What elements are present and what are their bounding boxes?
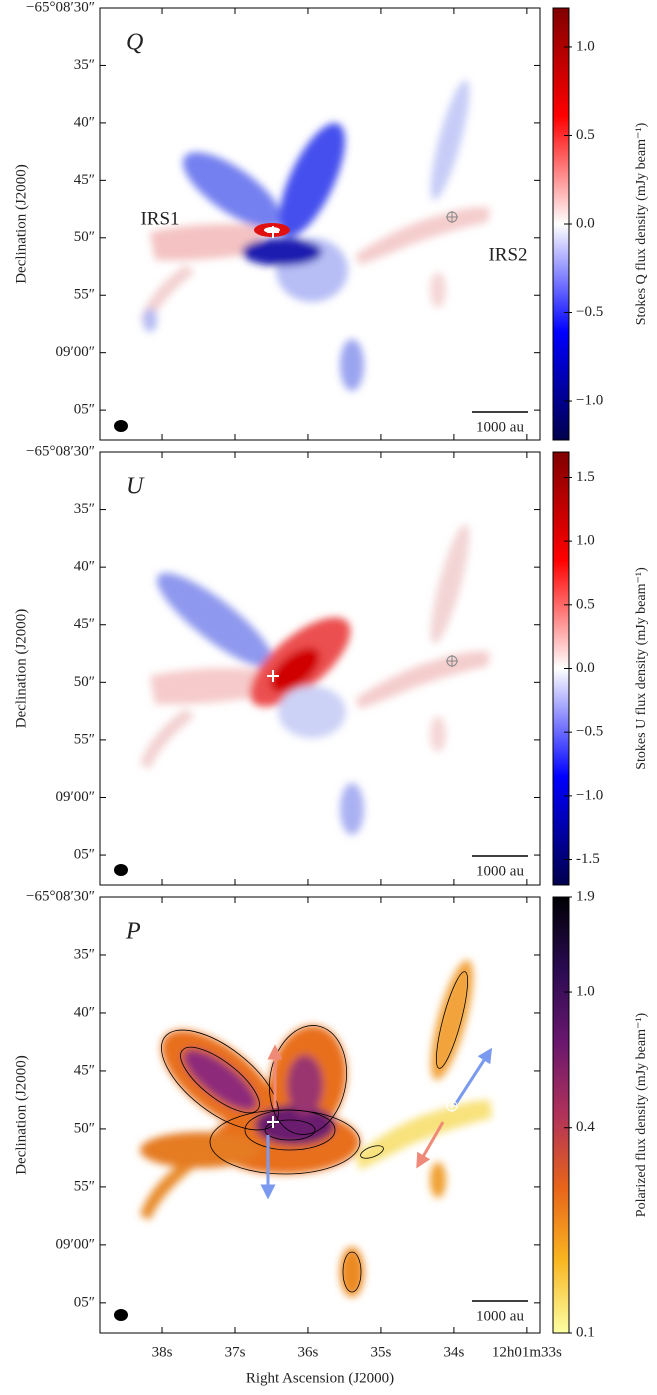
x-tick-label: 37s — [225, 1344, 246, 1360]
beam — [114, 420, 128, 432]
scale-bar-label: 1000 au — [476, 1308, 524, 1324]
x-tick-label: 34s — [443, 1344, 464, 1360]
y-tick-label: 09′00″ — [55, 789, 95, 805]
colorbar-tick-label: 1.0 — [576, 533, 595, 549]
colorbar-tick-label: 1.5 — [576, 469, 595, 485]
colorbar-tick-label: −0.5 — [576, 304, 603, 320]
y-tick-label: −65°08′30″ — [26, 0, 95, 15]
p-map — [140, 960, 493, 1297]
y-tick-label: 40″ — [74, 1004, 95, 1020]
u-map — [140, 524, 490, 835]
x-tick-label: 35s — [371, 1344, 392, 1360]
colorbar-tick-label: 0.5 — [576, 596, 595, 612]
y-tick-label: 40″ — [74, 559, 95, 575]
colorbar-tick-label: 0.4 — [576, 1119, 595, 1135]
annotation: IRS1 — [140, 208, 179, 229]
beam — [114, 864, 128, 876]
x-axis-label: Right Ascension (J2000) — [246, 1370, 394, 1386]
colorbar-tick-label: −1.0 — [576, 787, 603, 803]
colorbar-label: Stokes U flux density (mJy beam⁻¹) — [634, 567, 649, 770]
y-tick-label: 50″ — [74, 229, 95, 245]
y-tick-label: 35″ — [74, 57, 95, 73]
y-tick-label: 35″ — [74, 501, 95, 517]
y-tick-label: 55″ — [74, 287, 95, 303]
y-tick-label: 45″ — [74, 172, 95, 188]
y-axis-label: Declination (J2000) — [13, 609, 29, 729]
y-tick-label: 05″ — [74, 846, 95, 862]
y-tick-label: 09′00″ — [55, 344, 95, 360]
colorbar-tick-label: −0.5 — [576, 724, 603, 740]
colorbar-tick-label: 0.0 — [576, 215, 595, 231]
x-tick-label: 38s — [152, 1344, 173, 1360]
q-map — [140, 80, 490, 391]
y-axis-label: Declination (J2000) — [13, 1055, 29, 1175]
x-tick-label: 12h01m33s — [492, 1344, 562, 1360]
y-tick-label: 40″ — [74, 114, 95, 130]
panel-label: U — [126, 474, 145, 500]
colorbar-tick-label: 1.0 — [576, 983, 595, 999]
y-tick-label: 05″ — [74, 402, 95, 418]
colorbar-tick-label: 1.9 — [576, 888, 595, 904]
colorbar-tick-label: 0.5 — [576, 127, 595, 143]
panel-label: Q — [126, 30, 143, 56]
annotation: IRS2 — [488, 244, 527, 265]
colorbar-tick-label: 0.0 — [576, 660, 595, 676]
y-tick-label: 45″ — [74, 616, 95, 632]
plot-frame — [99, 7, 541, 441]
y-tick-label: 50″ — [74, 674, 95, 690]
y-tick-label: 05″ — [74, 1294, 95, 1310]
scale-bar-label: 1000 au — [476, 863, 524, 879]
x-tick-label: 36s — [298, 1344, 319, 1360]
y-tick-label: 50″ — [74, 1120, 95, 1136]
y-tick-label: 35″ — [74, 946, 95, 962]
y-tick-label: 45″ — [74, 1062, 95, 1078]
panel-label: P — [125, 919, 141, 945]
y-tick-label: −65°08′30″ — [26, 888, 95, 904]
y-tick-label: 55″ — [74, 1178, 95, 1194]
scale-bar-label: 1000 au — [476, 419, 524, 435]
colorbar-tick-label: 1.0 — [576, 38, 595, 54]
y-axis-label: Declination (J2000) — [13, 164, 29, 284]
y-tick-label: 55″ — [74, 731, 95, 747]
y-tick-label: −65°08′30″ — [26, 443, 95, 459]
colorbar-label: Stokes Q flux density (mJy beam⁻¹) — [634, 122, 649, 325]
beam — [114, 1309, 128, 1321]
colorbar-tick-label: −1.0 — [576, 392, 603, 408]
colorbar-tick-label: -1.5 — [576, 851, 600, 867]
colorbar-tick-label: 0.1 — [576, 1324, 595, 1340]
plot-frame — [99, 451, 541, 886]
y-tick-label: 09′00″ — [55, 1236, 95, 1252]
colorbar-label: Polarized flux density (mJy beam⁻¹) — [634, 1012, 649, 1217]
plot-frame — [99, 896, 541, 1334]
colorbar — [552, 896, 570, 1334]
